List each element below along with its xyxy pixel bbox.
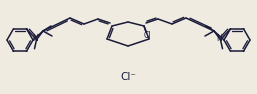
Text: Cl: Cl bbox=[143, 31, 151, 41]
Text: N⁺: N⁺ bbox=[217, 34, 226, 43]
Text: N: N bbox=[33, 34, 38, 43]
Text: Cl⁻: Cl⁻ bbox=[120, 72, 136, 82]
